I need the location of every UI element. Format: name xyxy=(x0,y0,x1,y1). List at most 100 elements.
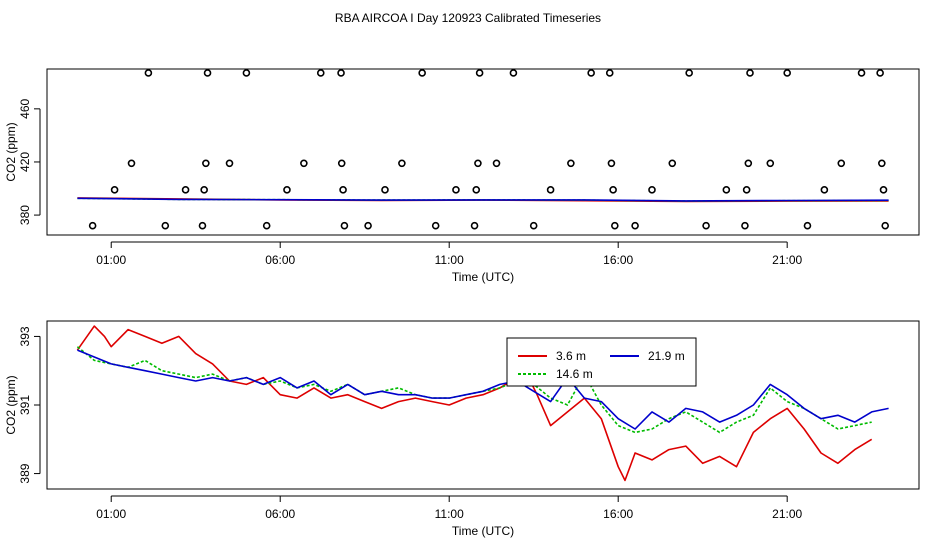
legend-label-3.6m: 3.6 m xyxy=(556,349,586,363)
scatter-point xyxy=(668,159,677,168)
scatter-point xyxy=(181,186,190,194)
scatter-point xyxy=(262,221,271,230)
y-tick-label-top: 420 xyxy=(18,152,32,172)
scatter-point xyxy=(161,221,170,230)
scatter-point xyxy=(418,69,426,77)
scatter-point xyxy=(337,69,345,77)
scatter-point xyxy=(685,69,693,77)
x-tick-label-top: 21:00 xyxy=(772,253,802,267)
scatter-point xyxy=(509,69,518,77)
scatter-point xyxy=(783,69,791,77)
x-tick-label-top: 01:00 xyxy=(96,253,126,267)
scatter-point xyxy=(722,186,731,194)
panel-bottom: 01:00 06:00 11:00 16:00 21:00 389 391 393 3.6 … xyxy=(4,320,920,538)
scatter-point xyxy=(878,159,886,168)
scatter-points-top xyxy=(88,69,890,230)
scatter-point xyxy=(472,186,481,194)
legend-label-21.9m: 21.9 m xyxy=(648,349,685,363)
scatter-point xyxy=(611,221,619,230)
series-lines-top xyxy=(77,197,889,203)
scatter-point xyxy=(283,186,291,194)
scatter-point xyxy=(746,69,754,77)
scatter-point xyxy=(492,159,501,168)
x-tick-label-bottom: 21:00 xyxy=(772,507,802,521)
scatter-point xyxy=(876,69,884,77)
scatter-point xyxy=(198,221,207,230)
series-line-3.6m-bottom xyxy=(76,325,873,482)
legend: 3.6 m 21.9 m 14.6 m xyxy=(506,337,697,387)
scatter-point xyxy=(225,159,234,168)
scatter-point xyxy=(587,69,595,77)
x-axis-label-top: Time (UTC) xyxy=(452,270,514,284)
scatter-point xyxy=(242,69,251,77)
series-line-21.9m-top xyxy=(77,197,889,202)
legend-box xyxy=(506,337,697,387)
scatter-point xyxy=(364,221,372,230)
scatter-point xyxy=(475,69,484,77)
y-axis-label-bottom: CO2 (ppm) xyxy=(4,375,18,434)
scatter-point xyxy=(88,221,97,230)
scatter-point xyxy=(340,221,349,230)
scatter-point xyxy=(470,221,479,230)
scatter-point xyxy=(881,221,890,230)
scatter-point xyxy=(546,186,555,194)
scatter-point xyxy=(339,186,347,194)
series-line-14.6m-bottom xyxy=(76,346,872,434)
x-tick-label-top: 06:00 xyxy=(265,253,295,267)
y-axis-label-top: CO2 (ppm) xyxy=(4,122,18,181)
scatter-point xyxy=(381,186,389,194)
scatter-point xyxy=(605,69,614,77)
scatter-point xyxy=(631,221,639,230)
panel-top: 01:00 06:00 11:00 16:00 21:00 380 420 460 Time… xyxy=(4,68,920,284)
plot-frame-bottom xyxy=(46,320,920,490)
y-axis-top: 380 420 460 xyxy=(18,99,41,225)
scatter-point xyxy=(837,159,846,168)
scatter-point xyxy=(529,221,538,230)
scatter-point xyxy=(803,221,812,230)
scatter-point xyxy=(744,159,753,168)
scatter-point xyxy=(202,159,210,168)
x-tick-label-top: 11:00 xyxy=(435,253,464,267)
legend-label-14.6m: 14.6 m xyxy=(556,367,593,381)
y-tick-label-bottom: 393 xyxy=(18,326,32,346)
scatter-point xyxy=(398,159,406,168)
y-axis-bottom: 389 391 393 xyxy=(18,326,41,484)
x-axis-bottom: 01:00 06:00 11:00 16:00 21:00 xyxy=(96,495,803,521)
y-tick-label-top: 380 xyxy=(18,205,32,225)
scatter-point xyxy=(203,69,212,77)
scatter-point xyxy=(879,186,888,194)
chart-title: RBA AIRCOA I Day 120923 Calibrated Times… xyxy=(335,11,601,25)
x-tick-label-top: 16:00 xyxy=(603,253,633,267)
scatter-point xyxy=(857,69,866,77)
scatter-point xyxy=(110,186,119,194)
series-lines-bottom xyxy=(76,325,889,482)
scatter-point xyxy=(337,159,346,168)
scatter-point xyxy=(474,159,482,168)
scatter-point xyxy=(316,69,325,77)
x-axis-label-bottom: Time (UTC) xyxy=(452,524,514,538)
y-tick-label-bottom: 389 xyxy=(18,463,32,483)
series-line-21.9m-bottom xyxy=(77,349,889,430)
x-tick-label-bottom: 06:00 xyxy=(265,507,295,521)
x-tick-label-bottom: 16:00 xyxy=(603,507,633,521)
scatter-point xyxy=(200,186,208,194)
scatter-point xyxy=(607,159,616,168)
scatter-point xyxy=(127,159,136,168)
scatter-point xyxy=(766,159,775,168)
x-tick-label-bottom: 01:00 xyxy=(96,507,126,521)
x-axis-top: 01:00 06:00 11:00 16:00 21:00 xyxy=(96,241,803,267)
scatter-point xyxy=(567,159,575,168)
y-tick-label-bottom: 391 xyxy=(18,395,32,415)
x-tick-label-bottom: 11:00 xyxy=(435,507,464,521)
plot-frame-top xyxy=(46,68,920,236)
scatter-point xyxy=(609,186,617,194)
scatter-point xyxy=(820,186,829,194)
scatter-point xyxy=(648,186,656,194)
scatter-point xyxy=(144,69,153,77)
scatter-point xyxy=(300,159,308,168)
y-tick-label-top: 460 xyxy=(18,99,32,119)
scatter-point xyxy=(452,186,460,194)
scatter-point xyxy=(742,186,751,194)
scatter-point xyxy=(431,221,440,230)
